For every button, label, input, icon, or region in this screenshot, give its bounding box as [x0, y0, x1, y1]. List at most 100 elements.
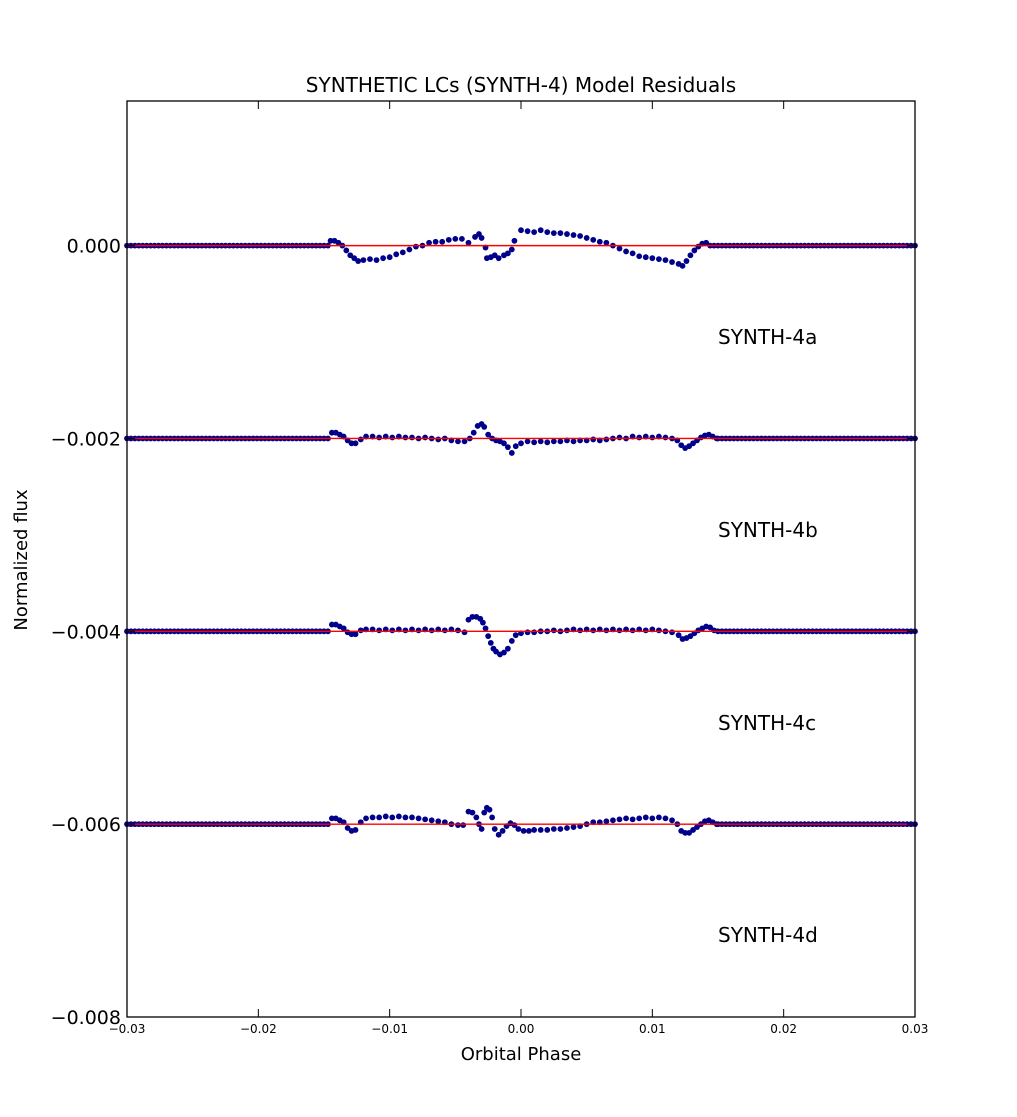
- data-point: [499, 828, 506, 834]
- data-point: [669, 259, 675, 265]
- data-point: [491, 826, 498, 832]
- data-point: [564, 231, 570, 237]
- series-synth-4c: SYNTH-4c: [124, 613, 918, 735]
- data-point: [583, 235, 590, 241]
- data-point: [531, 629, 538, 636]
- data-point: [557, 826, 564, 832]
- data-point: [422, 434, 429, 441]
- data-point: [376, 434, 383, 441]
- data-point: [544, 827, 551, 833]
- data-point: [504, 250, 511, 257]
- data-point: [441, 627, 448, 634]
- data-point: [485, 431, 492, 438]
- data-point: [656, 256, 662, 263]
- series-label: SYNTH-4b: [718, 518, 818, 542]
- data-point: [550, 627, 557, 634]
- data-point: [623, 815, 629, 822]
- data-point: [570, 438, 577, 445]
- data-point: [495, 831, 502, 838]
- data-point: [636, 253, 643, 260]
- data-point: [616, 245, 623, 252]
- data-point: [656, 814, 662, 821]
- series-label: SYNTH-4a: [718, 325, 817, 349]
- data-point: [508, 246, 515, 253]
- data-point: [409, 434, 415, 441]
- data-point: [422, 816, 429, 823]
- data-point: [623, 248, 629, 255]
- data-point: [504, 444, 511, 451]
- data-point: [487, 639, 494, 646]
- data-point: [550, 438, 557, 445]
- data-point: [649, 255, 656, 262]
- data-point: [360, 257, 367, 263]
- x-tick-label: 0.00: [508, 1022, 535, 1036]
- data-point: [352, 827, 359, 833]
- data-point: [380, 255, 386, 262]
- data-point: [531, 827, 538, 833]
- data-point: [402, 627, 409, 634]
- data-point: [357, 436, 364, 443]
- series-synth-4a: SYNTH-4a: [124, 227, 918, 349]
- data-point: [415, 627, 422, 634]
- data-point: [459, 235, 465, 242]
- data-point: [478, 235, 485, 241]
- data-point: [550, 826, 557, 832]
- data-point: [669, 817, 675, 824]
- data-point: [435, 818, 442, 825]
- data-point: [590, 236, 597, 243]
- data-point: [340, 625, 347, 632]
- data-point: [495, 255, 502, 262]
- data-point: [470, 429, 477, 436]
- data-point: [590, 627, 597, 634]
- data-point: [537, 827, 544, 833]
- data-point: [544, 229, 551, 236]
- data-point: [460, 822, 467, 829]
- data-point: [455, 822, 461, 829]
- data-point: [610, 817, 616, 824]
- data-point: [570, 232, 577, 238]
- data-point: [389, 814, 396, 821]
- data-point: [603, 627, 610, 634]
- data-point: [518, 440, 524, 447]
- data-point: [564, 627, 570, 634]
- x-tick-label: 0.03: [902, 1022, 929, 1036]
- y-tick-label: 0.000: [67, 236, 121, 258]
- data-point: [550, 230, 557, 237]
- data-point: [445, 236, 452, 243]
- data-point: [455, 438, 461, 445]
- data-point: [501, 440, 507, 447]
- data-point: [478, 826, 485, 832]
- x-tick-label: −0.03: [109, 1022, 146, 1036]
- data-point: [461, 629, 468, 636]
- data-point: [518, 227, 524, 234]
- data-point: [439, 238, 446, 245]
- data-point: [413, 243, 419, 250]
- data-point: [481, 424, 488, 430]
- data-point: [564, 825, 570, 831]
- data-point: [481, 809, 488, 816]
- data-point: [465, 239, 472, 246]
- data-point: [524, 438, 531, 445]
- data-point: [393, 251, 400, 258]
- data-point: [524, 228, 531, 235]
- data-point: [603, 436, 610, 443]
- data-point: [508, 450, 515, 456]
- data-point: [649, 434, 656, 441]
- data-point: [389, 627, 396, 634]
- data-point: [557, 230, 564, 237]
- x-tick-label: −0.01: [371, 1022, 408, 1036]
- data-point: [616, 816, 623, 823]
- series-synth-4b: SYNTH-4b: [124, 421, 918, 542]
- data-point: [629, 627, 636, 634]
- data-point: [428, 817, 435, 824]
- data-point: [352, 631, 359, 638]
- data-point: [452, 235, 459, 242]
- data-point: [531, 439, 538, 446]
- data-point: [642, 254, 649, 261]
- data-point: [482, 625, 489, 632]
- data-point: [669, 629, 675, 636]
- series-label: SYNTH-4d: [718, 923, 818, 947]
- data-point: [461, 438, 468, 445]
